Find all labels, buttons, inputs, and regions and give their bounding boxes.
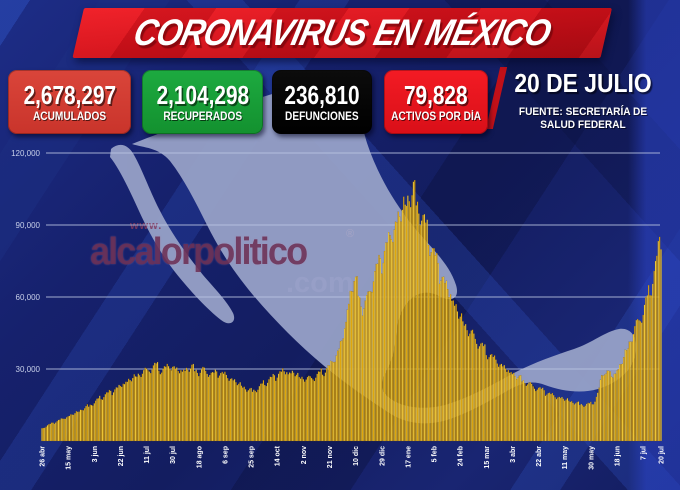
watermark-registered-icon: ® <box>346 228 355 240</box>
watermark-com: .com <box>286 267 354 299</box>
stat-label-acumulados: ACUMULADOS <box>32 111 107 123</box>
svg-text:2 nov: 2 nov <box>301 446 308 464</box>
source-line-2: SALUD FEDERAL <box>540 119 626 131</box>
svg-text:120,000: 120,000 <box>11 149 40 158</box>
svg-text:5 feb: 5 feb <box>432 446 439 462</box>
svg-text:6 sep: 6 sep <box>223 446 230 464</box>
svg-text:15 mar: 15 mar <box>484 446 491 469</box>
svg-text:26 abr: 26 abr <box>40 446 47 467</box>
svg-text:24 feb: 24 feb <box>458 446 465 466</box>
svg-text:30,000: 30,000 <box>16 365 41 374</box>
svg-text:29 dic: 29 dic <box>379 446 386 466</box>
stat-label-activos: ACTIVOS POR DÍA <box>391 111 481 123</box>
watermark-name: alcalorpolitico <box>90 231 308 273</box>
svg-text:15 may: 15 may <box>66 446 73 470</box>
svg-text:22 abr: 22 abr <box>536 446 543 467</box>
svg-text:11 jul: 11 jul <box>144 446 151 464</box>
stat-value-activos: 79,828 <box>404 80 468 110</box>
stat-box-recuperados: 2,104,298 RECUPERADOS <box>142 70 263 134</box>
source-line-1: FUENTE: SECRETARÍA DE <box>518 106 648 118</box>
svg-text:30 may: 30 may <box>588 446 595 470</box>
watermark-www: www. <box>130 220 163 232</box>
svg-text:10 dic: 10 dic <box>353 446 360 466</box>
stat-box-acumulados: 2,678,297 ACUMULADOS <box>8 70 131 134</box>
svg-text:90,000: 90,000 <box>16 221 41 230</box>
title-banner: CORONAVIRUS EN MÉXICO <box>72 8 612 58</box>
svg-text:18 ago: 18 ago <box>196 446 203 468</box>
svg-text:22 jun: 22 jun <box>118 446 125 466</box>
svg-text:20 jul: 20 jul <box>659 446 666 464</box>
stat-label-recuperados: RECUPERADOS <box>163 111 242 123</box>
stat-box-activos: 79,828 ACTIVOS POR DÍA <box>384 70 488 134</box>
svg-text:3 abr: 3 abr <box>510 446 517 463</box>
stat-label-defunciones: DEFUNCIONES <box>285 111 359 123</box>
report-date: 20 DE JULIO <box>514 68 652 98</box>
svg-text:60,000: 60,000 <box>16 293 41 302</box>
svg-text:14 oct: 14 oct <box>275 445 282 466</box>
svg-text:3 jun: 3 jun <box>92 446 99 462</box>
svg-text:18 jun: 18 jun <box>615 446 622 466</box>
svg-text:25 sep: 25 sep <box>249 446 256 468</box>
svg-text:21 nov: 21 nov <box>327 446 334 468</box>
stat-value-recuperados: 2,104,298 <box>156 80 249 110</box>
stat-value-acumulados: 2,678,297 <box>23 80 116 110</box>
svg-text:17 ene: 17 ene <box>405 446 412 468</box>
svg-text:7 jul: 7 jul <box>641 446 648 460</box>
map-baja-california <box>110 144 235 324</box>
watermark: www. alcalorpolitico ® .com <box>90 220 370 304</box>
svg-text:11 may: 11 may <box>562 446 569 469</box>
svg-text:30 jul: 30 jul <box>170 446 177 464</box>
stat-box-defunciones: 236,810 DEFUNCIONES <box>272 70 372 134</box>
stat-value-defunciones: 236,810 <box>284 80 360 110</box>
page-title: CORONAVIRUS EN MÉXICO <box>130 12 555 53</box>
source-attribution: FUENTE: SECRETARÍA DE SALUD FEDERAL <box>507 106 660 132</box>
date-block: 20 DE JULIO FUENTE: SECRETARÍA DE SALUD … <box>500 68 666 132</box>
